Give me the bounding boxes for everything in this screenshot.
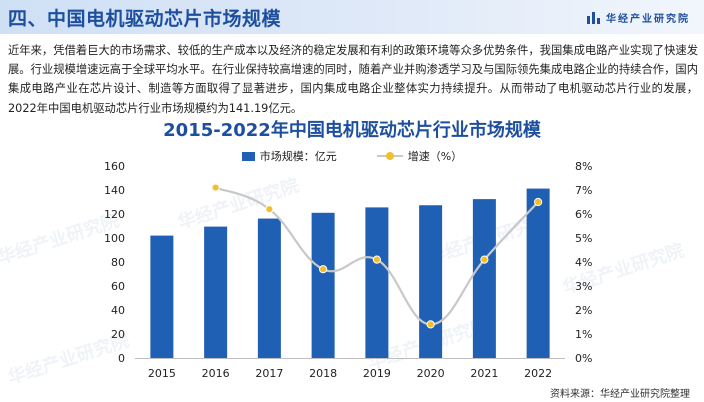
y-right-tick-label: 3% [575, 280, 592, 293]
bar [419, 205, 443, 358]
source-note: 资料来源：华经产业研究院整理 [550, 389, 690, 400]
y-right-tick-label: 0% [575, 352, 592, 365]
growth-point [426, 320, 435, 329]
bar [472, 199, 496, 358]
growth-point [319, 265, 328, 274]
bar [311, 212, 335, 358]
y-left-tick-label: 60 [111, 280, 125, 293]
x-tick-label: 2019 [363, 367, 391, 380]
bar [365, 207, 389, 358]
x-tick-label: 2015 [148, 367, 176, 380]
chart-legend: 市场规模：亿元 增速（%） [0, 148, 704, 164]
section-header: 四、中国电机驱动芯片市场规模 华经产业研究院 [0, 0, 704, 34]
brand: 华经产业研究院 [587, 10, 690, 25]
chart-title: 2015-2022年中国电机驱动芯片行业市场规模 [163, 120, 541, 141]
y-left-tick-label: 120 [104, 208, 125, 221]
legend-label-growth: 增速（%） [407, 150, 463, 163]
bar [257, 218, 281, 358]
y-left-tick-label: 100 [104, 232, 125, 245]
section-title: 四、中国电机驱动芯片市场规模 [8, 8, 282, 30]
x-tick-label: 2017 [255, 367, 283, 380]
legend-item-market-size: 市场规模：亿元 [241, 148, 337, 164]
growth-point [534, 197, 543, 207]
bar [204, 226, 228, 358]
x-tick-label: 2020 [417, 367, 445, 380]
growth-point [265, 205, 274, 214]
x-tick-label: 2021 [470, 367, 498, 380]
legend-bar-swatch [241, 151, 255, 161]
y-right-tick-label: 6% [575, 208, 592, 221]
bar [526, 188, 550, 358]
growth-point [480, 255, 489, 264]
y-left-tick-label: 160 [104, 160, 125, 173]
bar [150, 235, 174, 358]
legend-label-market-size: 市场规模：亿元 [259, 150, 337, 163]
y-left-tick-label: 80 [111, 256, 125, 269]
growth-point [211, 183, 220, 192]
x-tick-label: 2016 [202, 367, 230, 380]
x-tick-label: 2018 [309, 367, 337, 380]
intro-paragraph: 近年来，凭借着巨大的市场需求、较低的生产成本以及经济的稳定发展和有利的政策环境等… [8, 44, 698, 115]
growth-point [372, 255, 381, 264]
y-right-tick-label: 1% [575, 328, 592, 341]
y-right-tick-label: 4% [575, 256, 592, 269]
y-left-tick-label: 20 [111, 328, 125, 341]
x-tick-label: 2022 [524, 367, 552, 380]
brand-name: 华经产业研究院 [606, 14, 690, 25]
y-right-tick-label: 2% [575, 304, 592, 317]
y-left-tick-label: 0 [118, 352, 125, 365]
y-left-tick-label: 140 [104, 184, 125, 197]
y-left-tick-label: 40 [111, 304, 125, 317]
brand-logo-icon [587, 11, 600, 24]
y-right-tick-label: 8% [575, 160, 592, 173]
legend-line-swatch [376, 151, 403, 161]
y-right-tick-label: 5% [575, 232, 592, 245]
legend-item-growth: 增速（%） [376, 148, 463, 164]
y-right-tick-label: 7% [575, 184, 592, 197]
